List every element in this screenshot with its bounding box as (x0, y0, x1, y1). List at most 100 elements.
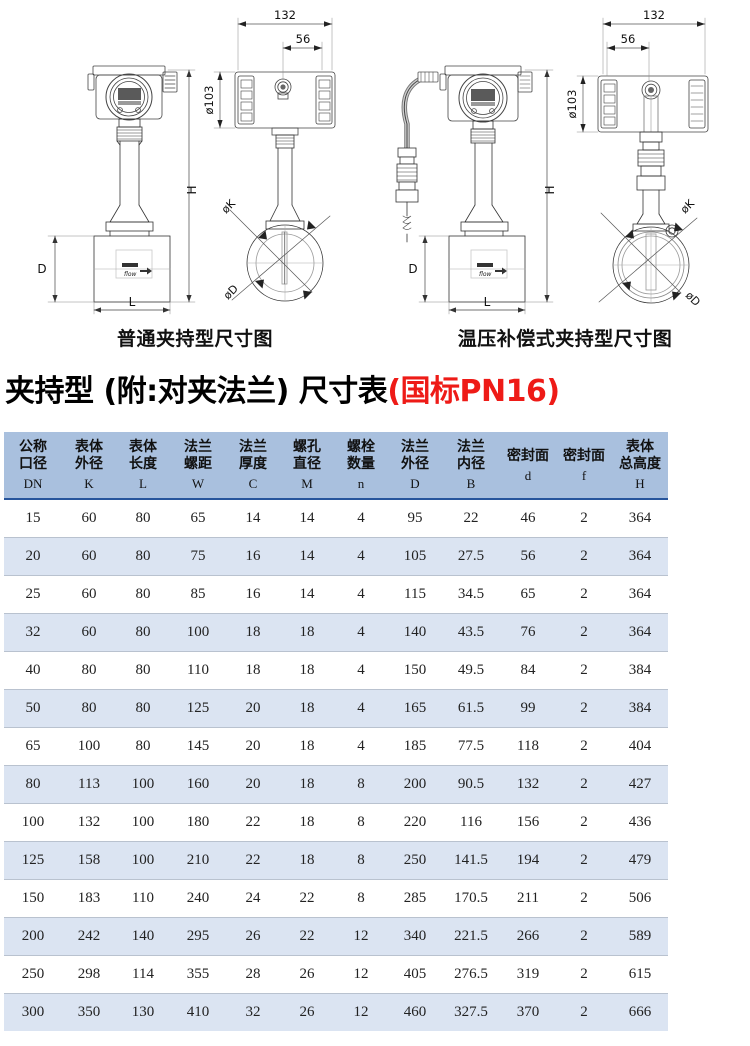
cell-h: 436 (612, 803, 668, 842)
cell-m: 22 (280, 917, 334, 956)
cell-l: 110 (116, 879, 170, 918)
cell-w: 75 (170, 537, 226, 576)
column-header-symbol: H (635, 476, 645, 491)
cell-f: 2 (556, 727, 612, 766)
cell-m: 18 (280, 803, 334, 842)
dim-label-K: øK (678, 197, 698, 217)
table-row: 200 242 140 295 26 22 12 340 221.5 266 2 589 (4, 917, 750, 956)
cell-d: 118 (500, 727, 556, 766)
column-header-m: 螺孔 直径 M (280, 432, 334, 500)
cell-c: 16 (226, 537, 280, 576)
drawings-area: flow H (0, 0, 750, 318)
table-row: 65 100 80 145 20 18 4 185 77.5 118 2 404 (4, 727, 750, 766)
cell-d: 65 (500, 575, 556, 614)
cell-d: 76 (500, 613, 556, 652)
cell-h: 384 (612, 651, 668, 690)
column-header-symbol: d (524, 467, 532, 483)
transmitter-head-front (87, 65, 178, 121)
cell-l: 114 (116, 955, 170, 994)
cell-b: 49.5 (442, 651, 500, 690)
cell-d: 370 (500, 993, 556, 1031)
dim-label-103: ø103 (565, 90, 579, 119)
cell-dn: 32 (4, 613, 62, 652)
cell-n: 4 (334, 613, 388, 652)
cell-w: 65 (170, 499, 226, 538)
cell-k: 60 (62, 499, 116, 538)
cell-l: 100 (116, 841, 170, 880)
transmitter-head-side (234, 71, 336, 136)
cell-f: 2 (556, 993, 612, 1031)
cell-dn: 100 (4, 803, 62, 842)
column-header-n: 螺栓 数量 n (334, 432, 388, 500)
cell-k: 298 (62, 955, 116, 994)
dimension-K (229, 209, 313, 300)
dimension-flange-D (598, 217, 698, 303)
cell-w: 145 (170, 727, 226, 766)
cell-n: 12 (334, 993, 388, 1031)
caption-plain-clamp-type: 普通夹持型尺寸图 (116, 328, 273, 350)
column-header-symbol: L (139, 476, 147, 491)
flange-circles-side (246, 224, 324, 302)
cell-k: 80 (62, 689, 116, 728)
cell-m: 18 (280, 689, 334, 728)
cell-d: 194 (500, 841, 556, 880)
cell-c: 22 (226, 803, 280, 842)
cell-d: 460 (388, 993, 442, 1031)
cell-b: 221.5 (442, 917, 500, 956)
cell-b: 34.5 (442, 575, 500, 614)
svg-text:flow: flow (479, 271, 492, 278)
column-header-l: 表体 长度 L (116, 432, 170, 500)
cell-dn: 15 (4, 499, 62, 538)
cell-f: 2 (556, 765, 612, 804)
dim-label-132: 132 (274, 8, 296, 22)
cell-d: 156 (500, 803, 556, 842)
cell-n: 12 (334, 917, 388, 956)
dimension-132 (602, 17, 706, 75)
dimension-132 (237, 17, 333, 71)
column-header-label: 密封面 (563, 447, 605, 464)
dim-label-flange-D: øD (683, 289, 703, 309)
body-transition-front (105, 204, 154, 237)
cell-dn: 125 (4, 841, 62, 880)
cell-f: 2 (556, 613, 612, 652)
cell-d: 99 (500, 689, 556, 728)
svg-text:flow: flow (124, 271, 137, 278)
column-header-symbol: f (581, 467, 587, 483)
cell-m: 18 (280, 651, 334, 690)
cell-h: 615 (612, 955, 668, 994)
column-header-symbol: n (357, 476, 365, 491)
dim-label-L: L (129, 295, 136, 309)
table-row: 100 132 100 180 22 18 8 220 116 156 2 436 (4, 803, 750, 842)
dim-label-H: H (185, 185, 199, 194)
cell-f: 2 (556, 841, 612, 880)
page-title-standard: (国标PN16) (387, 374, 560, 409)
cell-b: 43.5 (442, 613, 500, 652)
table-row: 40 80 80 110 18 18 4 150 49.5 84 2 384 (4, 651, 750, 690)
meter-body-front: flow (93, 235, 171, 303)
dim-label-flange-D: øD (221, 282, 241, 302)
cell-c: 22 (226, 841, 280, 880)
cell-k: 60 (62, 613, 116, 652)
cell-m: 14 (280, 499, 334, 538)
dim-label-D: D (37, 262, 46, 276)
cell-m: 26 (280, 955, 334, 994)
column-header-symbol: D (410, 476, 420, 491)
cell-f: 2 (556, 917, 612, 956)
cell-d: 266 (500, 917, 556, 956)
cell-c: 20 (226, 765, 280, 804)
cell-f: 2 (556, 955, 612, 994)
cell-k: 113 (62, 765, 116, 804)
cell-k: 350 (62, 993, 116, 1031)
cell-m: 18 (280, 841, 334, 880)
cell-l: 80 (116, 537, 170, 576)
cell-c: 18 (226, 651, 280, 690)
cell-d: 285 (388, 879, 442, 918)
cell-f: 2 (556, 651, 612, 690)
cell-b: 77.5 (442, 727, 500, 766)
cell-h: 364 (612, 575, 668, 614)
cell-dn: 20 (4, 537, 62, 576)
cell-n: 4 (334, 651, 388, 690)
cell-d: 250 (388, 841, 442, 880)
cell-b: 170.5 (442, 879, 500, 918)
cell-b: 327.5 (442, 993, 500, 1031)
